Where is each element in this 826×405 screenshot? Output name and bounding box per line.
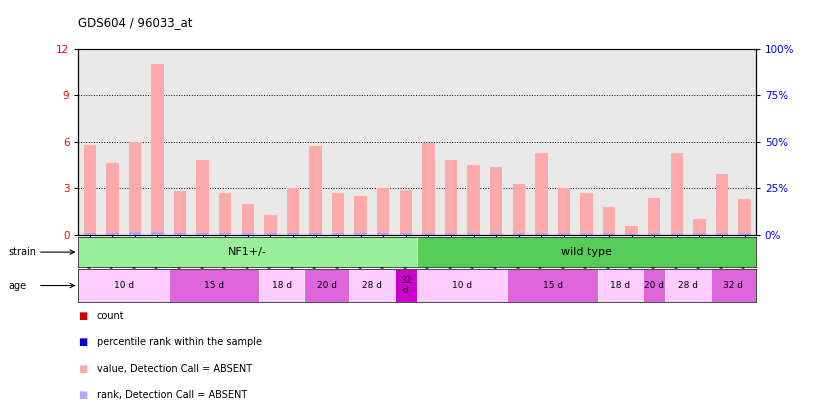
Bar [287, 188, 299, 235]
Bar [332, 193, 344, 235]
Bar [129, 232, 141, 235]
Bar [625, 234, 638, 235]
Bar [377, 233, 390, 235]
Text: 28 d: 28 d [362, 281, 382, 290]
Bar [395, 269, 417, 302]
Bar [197, 160, 209, 235]
Bar [671, 153, 683, 235]
Bar [83, 232, 96, 235]
Bar [738, 233, 751, 235]
Bar [354, 196, 367, 235]
Bar [417, 237, 756, 267]
Bar [309, 232, 322, 235]
Bar [264, 233, 277, 235]
Bar [490, 233, 502, 235]
Text: 18 d: 18 d [272, 281, 292, 290]
Bar [417, 269, 507, 302]
Bar [444, 232, 458, 235]
Text: 28 d: 28 d [678, 281, 698, 290]
Bar [264, 215, 277, 235]
Bar [580, 233, 593, 235]
Bar [354, 233, 367, 235]
Bar [309, 147, 322, 235]
Bar [715, 175, 729, 235]
Bar [400, 233, 412, 235]
Bar [349, 269, 395, 302]
Bar [468, 165, 480, 235]
Bar [512, 233, 525, 235]
Text: 20 d: 20 d [317, 281, 337, 290]
Bar [151, 232, 164, 235]
Bar [512, 184, 525, 235]
Bar [422, 232, 434, 235]
Text: count: count [97, 311, 124, 321]
Bar [643, 269, 666, 302]
Bar [598, 269, 643, 302]
Bar [106, 164, 119, 235]
Text: value, Detection Call = ABSENT: value, Detection Call = ABSENT [97, 364, 252, 373]
Bar [693, 233, 705, 235]
Text: strain: strain [8, 247, 36, 257]
Text: ■: ■ [78, 311, 88, 321]
Bar [129, 142, 141, 235]
Bar [422, 143, 434, 235]
Bar [332, 233, 344, 235]
Bar [468, 233, 480, 235]
Text: ■: ■ [78, 337, 88, 347]
Bar [580, 193, 593, 235]
Bar [241, 233, 254, 235]
Bar [304, 269, 349, 302]
Bar [648, 198, 661, 235]
Bar [219, 233, 231, 235]
Text: wild type: wild type [561, 247, 612, 257]
Bar [83, 145, 96, 235]
Bar [558, 188, 570, 235]
Bar [219, 193, 231, 235]
Text: 15 d: 15 d [204, 281, 224, 290]
Bar [603, 233, 615, 235]
Text: 10 d: 10 d [452, 281, 472, 290]
Bar [241, 204, 254, 235]
Bar [287, 233, 299, 235]
Bar [197, 232, 209, 235]
Text: 18 d: 18 d [610, 281, 630, 290]
Text: 32 d: 32 d [724, 281, 743, 290]
Bar [671, 232, 683, 235]
Bar [710, 269, 756, 302]
Text: ■: ■ [78, 390, 88, 400]
Bar [400, 190, 412, 235]
Bar [377, 188, 390, 235]
Bar [648, 233, 661, 235]
Bar [173, 233, 187, 235]
Bar [535, 232, 548, 235]
Text: 20 d: 20 d [644, 281, 664, 290]
Bar [603, 207, 615, 235]
Bar [625, 226, 638, 235]
Text: 10 d: 10 d [113, 281, 134, 290]
Text: NF1+/-: NF1+/- [228, 247, 268, 257]
Bar [715, 232, 729, 235]
Bar [507, 269, 598, 302]
Bar [78, 269, 169, 302]
Bar [738, 199, 751, 235]
Text: GDS604 / 96033_at: GDS604 / 96033_at [78, 16, 193, 29]
Text: 15 d: 15 d [543, 281, 563, 290]
Bar [558, 233, 570, 235]
Bar [151, 64, 164, 235]
Bar [666, 269, 710, 302]
Bar [173, 192, 187, 235]
Text: 32
d: 32 d [400, 276, 411, 295]
Bar [169, 269, 259, 302]
Text: percentile rank within the sample: percentile rank within the sample [97, 337, 262, 347]
Text: age: age [8, 281, 26, 290]
Bar [490, 166, 502, 235]
Bar [78, 237, 417, 267]
Bar [259, 269, 304, 302]
Text: ■: ■ [78, 364, 88, 373]
Bar [535, 153, 548, 235]
Text: rank, Detection Call = ABSENT: rank, Detection Call = ABSENT [97, 390, 247, 400]
Bar [444, 160, 458, 235]
Bar [693, 220, 705, 235]
Bar [106, 233, 119, 235]
